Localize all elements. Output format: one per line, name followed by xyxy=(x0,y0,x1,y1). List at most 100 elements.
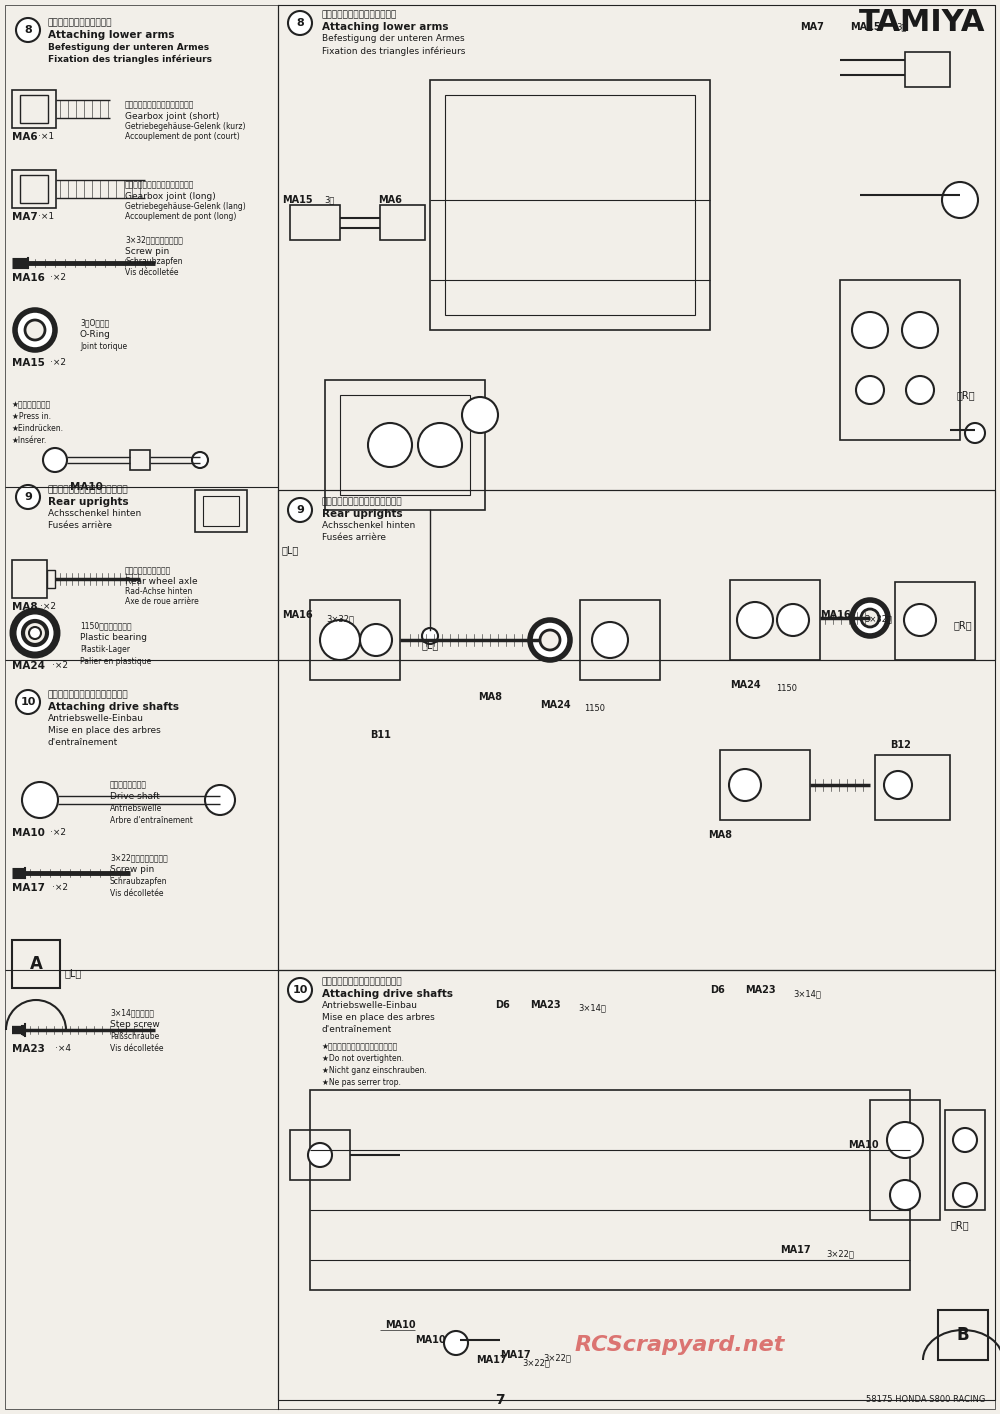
Text: MA10: MA10 xyxy=(12,829,45,839)
Text: 3×22㎜: 3×22㎜ xyxy=(543,1353,571,1362)
Text: B12: B12 xyxy=(890,740,911,749)
Bar xyxy=(905,52,950,88)
Bar xyxy=(20,95,48,123)
Circle shape xyxy=(205,785,235,814)
Text: 10: 10 xyxy=(20,697,36,707)
Text: B11: B11 xyxy=(370,730,391,740)
Bar xyxy=(445,95,695,315)
Text: 3×14㎜: 3×14㎜ xyxy=(578,1003,606,1012)
Text: 8: 8 xyxy=(296,18,304,28)
Text: Rear wheel axle: Rear wheel axle xyxy=(125,577,198,585)
Circle shape xyxy=(890,1181,920,1210)
Text: Antriebswelle: Antriebswelle xyxy=(110,805,162,813)
Text: 1150: 1150 xyxy=(776,684,797,693)
Text: Rad-Achse hinten: Rad-Achse hinten xyxy=(125,587,192,595)
Text: 3×22㎜: 3×22㎜ xyxy=(826,1249,854,1258)
Circle shape xyxy=(965,423,985,443)
Circle shape xyxy=(887,1121,923,1158)
Text: O-Ring: O-Ring xyxy=(80,329,111,339)
Circle shape xyxy=(861,609,879,626)
Text: Joint torique: Joint torique xyxy=(80,342,127,351)
Text: 9: 9 xyxy=(24,492,32,502)
Circle shape xyxy=(737,602,773,638)
Circle shape xyxy=(16,485,40,509)
Text: 3㎜: 3㎜ xyxy=(324,195,334,204)
Bar xyxy=(895,583,975,660)
Text: MA23: MA23 xyxy=(530,1000,561,1010)
Bar xyxy=(310,1090,910,1290)
Circle shape xyxy=(23,621,47,645)
Bar xyxy=(12,560,47,598)
Text: リヤホイールアクスル: リヤホイールアクスル xyxy=(125,566,171,575)
Text: Fusées arrière: Fusées arrière xyxy=(48,520,112,530)
Bar xyxy=(278,970,995,1400)
Text: Achsschenkel hinten: Achsschenkel hinten xyxy=(322,520,415,530)
Text: Screw pin: Screw pin xyxy=(110,865,154,874)
Bar xyxy=(430,81,710,329)
Text: MA24: MA24 xyxy=(730,680,761,690)
Bar xyxy=(20,175,48,204)
Text: 3×22㎜スクリューピン: 3×22㎜スクリューピン xyxy=(110,853,168,863)
Text: 8: 8 xyxy=(24,25,32,35)
Text: Befestigung der unteren Armes: Befestigung der unteren Armes xyxy=(48,42,209,52)
Text: ★Insérer.: ★Insérer. xyxy=(12,436,47,445)
Circle shape xyxy=(25,320,45,339)
Bar xyxy=(938,1309,988,1360)
Text: A: A xyxy=(30,954,42,973)
Text: ·×2: ·×2 xyxy=(50,829,66,837)
Text: 3×14㎜段付ビス: 3×14㎜段付ビス xyxy=(110,1008,154,1017)
Text: ★Press in.: ★Press in. xyxy=(12,411,51,421)
Text: Plastik-Lager: Plastik-Lager xyxy=(80,645,130,655)
Text: 1150: 1150 xyxy=(584,704,605,713)
Bar xyxy=(720,749,810,820)
Bar xyxy=(130,450,150,469)
Circle shape xyxy=(852,600,888,636)
Text: 3×32㎜: 3×32㎜ xyxy=(326,614,354,624)
Text: Gearbox joint (long): Gearbox joint (long) xyxy=(125,192,216,201)
Text: 3×32㎜スクリューピン: 3×32㎜スクリューピン xyxy=(125,235,183,245)
Text: Step screw: Step screw xyxy=(110,1019,160,1029)
Text: ギヤーボックスジョイント（短）: ギヤーボックスジョイント（短） xyxy=(125,100,194,109)
Bar xyxy=(875,755,950,820)
Text: Schraubzapfen: Schraubzapfen xyxy=(125,257,182,266)
Text: Befestigung der unteren Armes: Befestigung der unteren Armes xyxy=(322,34,465,42)
Circle shape xyxy=(43,448,67,472)
Text: MA10: MA10 xyxy=(415,1335,446,1345)
Circle shape xyxy=(953,1128,977,1152)
Text: MA17: MA17 xyxy=(780,1244,811,1256)
Text: MA16: MA16 xyxy=(820,609,851,619)
Text: MA16: MA16 xyxy=(282,609,313,619)
Text: 3×14㎜: 3×14㎜ xyxy=(793,988,821,998)
Circle shape xyxy=(368,423,412,467)
Text: 〈リヤロアアームのとりつけ〉: 〈リヤロアアームのとりつけ〉 xyxy=(322,10,397,18)
Text: Gearbox joint (short): Gearbox joint (short) xyxy=(125,112,219,122)
Circle shape xyxy=(942,182,978,218)
Text: Arbre d'entraînement: Arbre d'entraînement xyxy=(110,816,193,824)
Bar xyxy=(945,1110,985,1210)
Text: Rear uprights: Rear uprights xyxy=(48,496,129,508)
Circle shape xyxy=(288,498,312,522)
Text: ★しめ込みすぎに注意して下さい。: ★しめ込みすぎに注意して下さい。 xyxy=(322,1042,398,1051)
Text: MA15: MA15 xyxy=(282,195,313,205)
Text: TAMIYA: TAMIYA xyxy=(858,8,985,37)
Text: d'entraînement: d'entraînement xyxy=(322,1025,392,1034)
Text: 10: 10 xyxy=(292,986,308,995)
Text: ·×2: ·×2 xyxy=(52,660,68,670)
Text: Axe de roue arrière: Axe de roue arrière xyxy=(125,597,199,607)
Text: Fusées arrière: Fusées arrière xyxy=(322,533,386,542)
Text: MA23: MA23 xyxy=(745,986,776,995)
Text: 1150プラベアリング: 1150プラベアリング xyxy=(80,621,132,631)
Text: Mise en place des arbres: Mise en place des arbres xyxy=(48,725,161,735)
Circle shape xyxy=(852,312,888,348)
Text: Paßschraube: Paßschraube xyxy=(110,1032,159,1041)
Text: MA7: MA7 xyxy=(800,23,824,33)
Text: Antriebswelle-Einbau: Antriebswelle-Einbau xyxy=(322,1001,418,1010)
Circle shape xyxy=(592,622,628,658)
Circle shape xyxy=(902,312,938,348)
Text: Attaching drive shafts: Attaching drive shafts xyxy=(48,701,179,713)
Bar xyxy=(195,491,247,532)
Bar xyxy=(203,496,239,526)
Circle shape xyxy=(22,782,58,819)
Circle shape xyxy=(530,619,570,660)
Bar xyxy=(870,1100,940,1220)
